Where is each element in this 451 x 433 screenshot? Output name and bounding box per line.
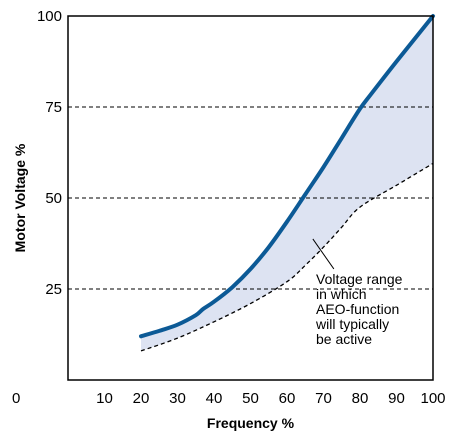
annotation-line: will typically (315, 316, 389, 332)
y-axis-ticks: 25 50 75 100 (37, 8, 62, 298)
annotation-line: in which (316, 286, 367, 302)
x-tick-label: 30 (169, 390, 186, 407)
x-tick-label: 0 (12, 390, 20, 407)
x-tick-label: 90 (388, 390, 405, 407)
y-axis-title: Motor Voltage % (12, 143, 28, 252)
y-tick-label: 100 (37, 8, 62, 25)
y-tick-label: 25 (45, 281, 62, 298)
annotation-line: AEO-function (316, 301, 399, 317)
x-tick-label: 10 (96, 390, 113, 407)
annotation-line: Voltage range (316, 271, 403, 287)
x-tick-label: 60 (279, 390, 296, 407)
x-tick-label: 40 (206, 390, 223, 407)
y-tick-label: 50 (45, 190, 62, 207)
annotation-line: be active (316, 331, 372, 347)
x-tick-label: 80 (352, 390, 369, 407)
x-axis-title: Frequency % (207, 415, 295, 431)
x-tick-label: 70 (315, 390, 332, 407)
annotation-text: Voltage range in which AEO-function will ty… (315, 271, 403, 347)
x-tick-label: 50 (242, 390, 259, 407)
x-tick-label: 20 (133, 390, 150, 407)
y-tick-label: 75 (45, 99, 62, 116)
x-axis-ticks: 0 10 20 30 40 50 60 70 80 90 100 (12, 390, 446, 407)
x-tick-label: 100 (420, 390, 445, 407)
